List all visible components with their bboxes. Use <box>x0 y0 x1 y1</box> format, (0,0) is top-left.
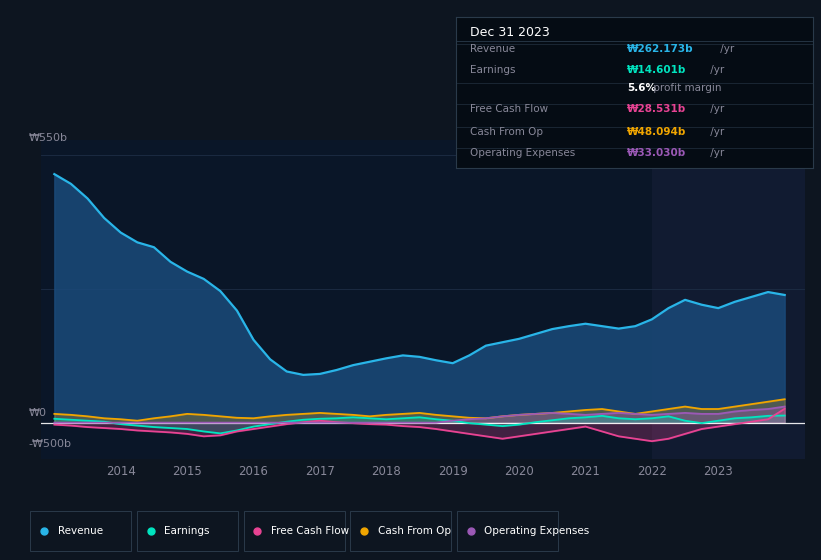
Text: ₩28.531b: ₩28.531b <box>627 105 686 114</box>
Text: /yr: /yr <box>717 44 734 54</box>
Text: Earnings: Earnings <box>470 65 516 75</box>
Text: ₩14.601b: ₩14.601b <box>627 65 686 75</box>
Text: Free Cash Flow: Free Cash Flow <box>271 526 349 535</box>
Text: /yr: /yr <box>707 105 724 114</box>
Text: profit margin: profit margin <box>650 83 722 94</box>
Text: Free Cash Flow: Free Cash Flow <box>470 105 548 114</box>
Text: Dec 31 2023: Dec 31 2023 <box>470 26 550 39</box>
Text: ₩48.094b: ₩48.094b <box>627 127 686 137</box>
Text: /yr: /yr <box>707 148 724 158</box>
Text: Revenue: Revenue <box>57 526 103 535</box>
Text: Revenue: Revenue <box>470 44 515 54</box>
Text: ₩0: ₩0 <box>29 408 47 418</box>
Text: /yr: /yr <box>707 127 724 137</box>
Text: Operating Expenses: Operating Expenses <box>484 526 589 535</box>
Text: Cash From Op: Cash From Op <box>378 526 451 535</box>
Text: Earnings: Earnings <box>164 526 210 535</box>
Text: Operating Expenses: Operating Expenses <box>470 148 576 158</box>
Text: Cash From Op: Cash From Op <box>470 127 543 137</box>
Bar <box>652 140 805 459</box>
Text: /yr: /yr <box>707 65 724 75</box>
Text: 5.6%: 5.6% <box>627 83 656 94</box>
Text: ₩33.030b: ₩33.030b <box>627 148 686 158</box>
Text: ₩550b: ₩550b <box>29 133 68 143</box>
Text: -₩500b: -₩500b <box>29 438 71 449</box>
Text: ₩262.173b: ₩262.173b <box>627 44 694 54</box>
